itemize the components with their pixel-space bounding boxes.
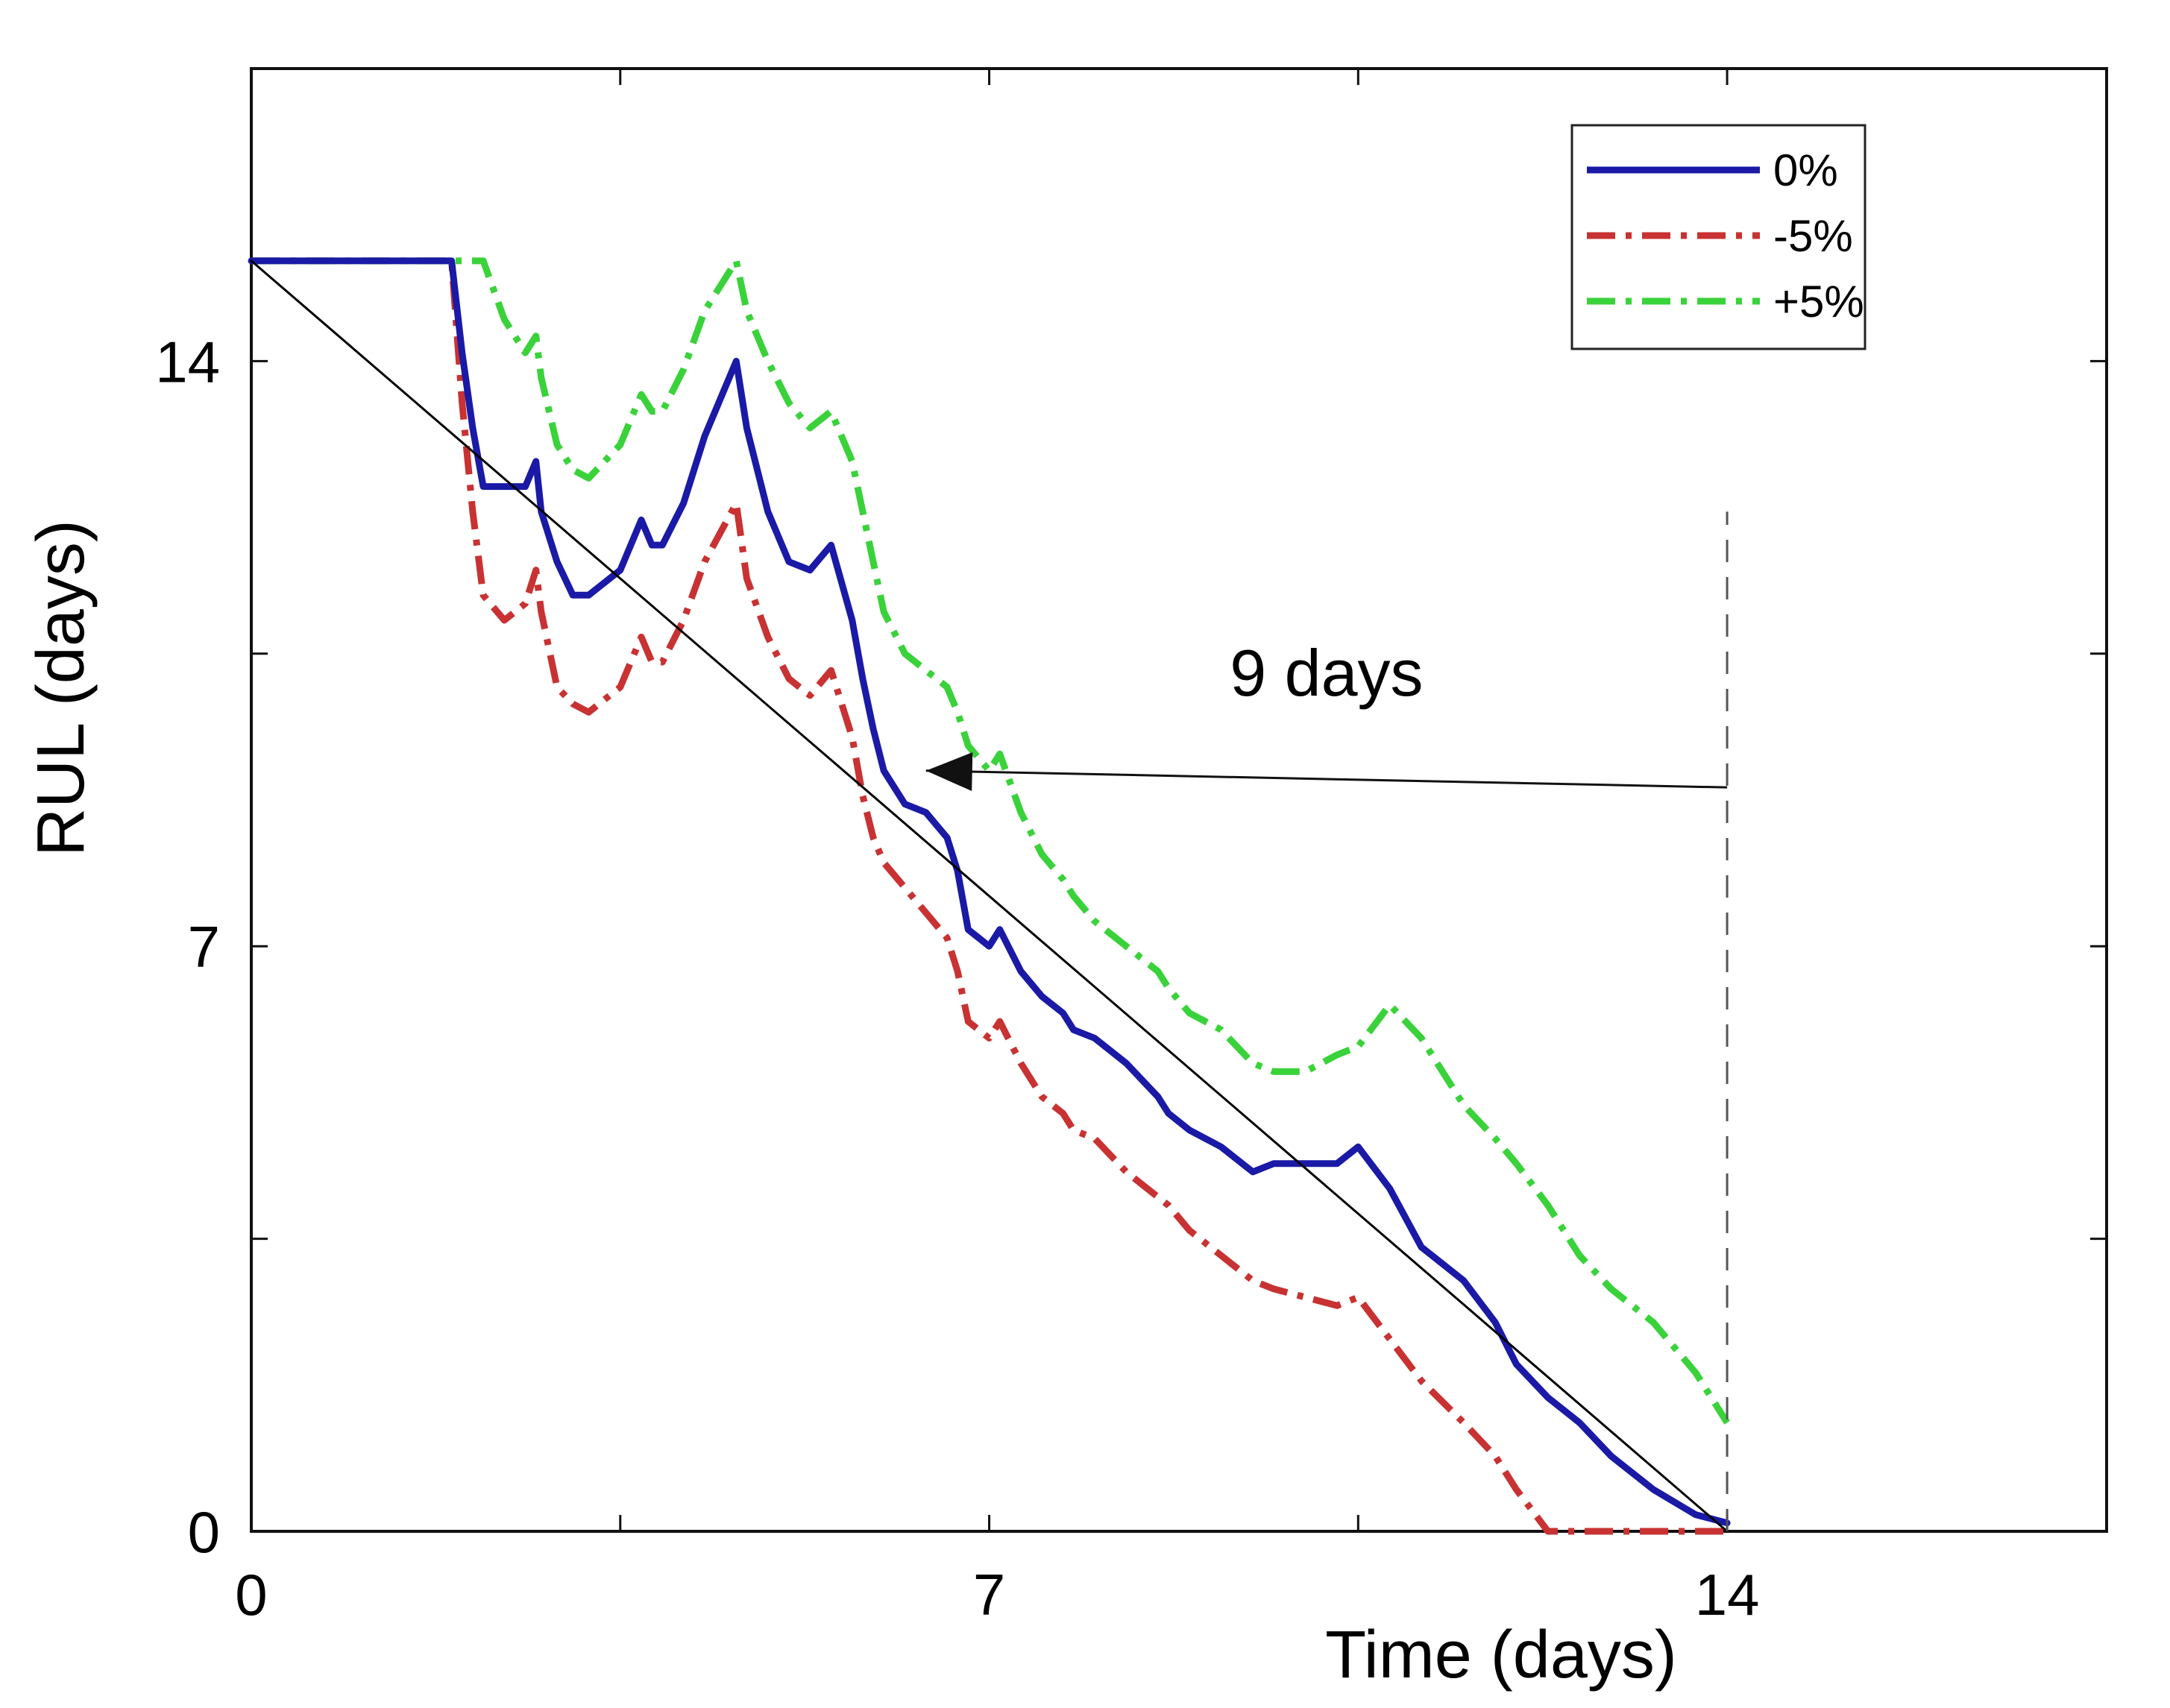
legend-label--5%: -5% — [1773, 211, 1853, 261]
axis-tick-labels: 0 7 14 0 7 14 — [155, 329, 1759, 1627]
series-line-reference — [250, 259, 1729, 1533]
x-tick-label: 0 — [235, 1562, 267, 1627]
annotation-arrow-line — [925, 769, 1728, 789]
series-layer — [248, 257, 1731, 1535]
series-line--5% — [251, 257, 1728, 1535]
x-tick-label: 7 — [973, 1562, 1005, 1627]
series-line-0% — [248, 257, 1731, 1527]
y-tick-label: 14 — [155, 329, 220, 394]
legend: 0% -5% +5% — [1570, 124, 1866, 350]
annotation-label: 9 days — [1230, 636, 1423, 710]
y-tick-label: 7 — [188, 914, 220, 980]
y-axis-label: RUL (days) — [24, 520, 98, 857]
legend-label-0%: 0% — [1773, 145, 1838, 195]
x-tick-label: 14 — [1695, 1562, 1760, 1627]
annotation-arrow-head — [925, 752, 973, 792]
legend-label-+5%: +5% — [1773, 277, 1864, 327]
annotation-layer: 9 days — [925, 511, 1729, 1531]
x-axis-label: Time (days) — [1325, 1618, 1677, 1692]
series-line-+5% — [251, 257, 1730, 1425]
y-tick-label: 0 — [188, 1499, 220, 1565]
